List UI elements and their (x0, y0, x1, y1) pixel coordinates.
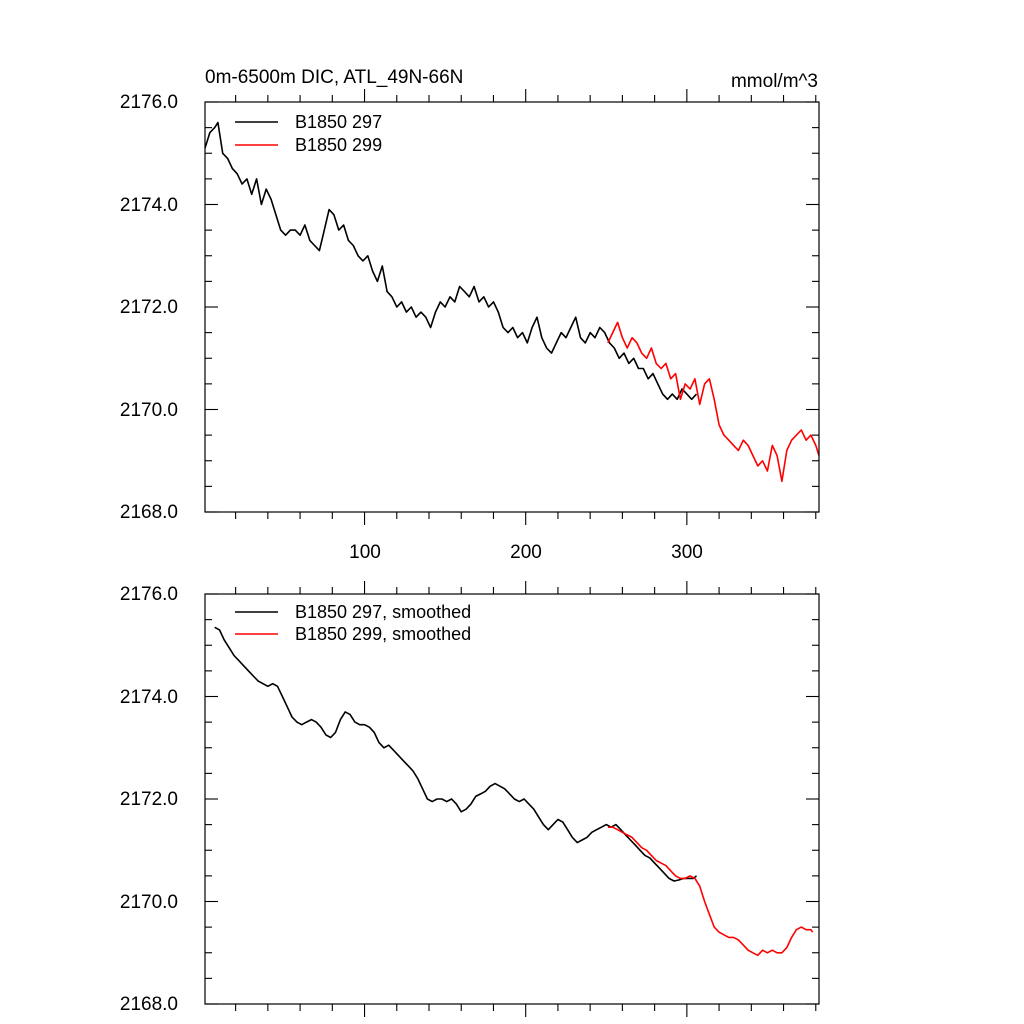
top-x-tick-labels: 100 200 300 (349, 542, 703, 563)
legend-label-299: B1850 299 (295, 135, 382, 155)
series-line-299 (607, 321, 820, 483)
y-tick-label: 2172.0 (120, 789, 178, 810)
y-tick-label: 2172.0 (120, 297, 178, 318)
y-tick-label: 2168.0 (120, 502, 178, 523)
bottom-panel: 2176.0 2174.0 2172.0 2170.0 2168.0 B1850… (120, 581, 820, 1017)
bottom-tick-marks (205, 581, 819, 1017)
legend-label-297: B1850 297 (295, 112, 382, 132)
y-tick-label: 2168.0 (120, 994, 178, 1015)
series-line-299 (607, 826, 814, 957)
top-panel: 0m-6500m DIC, ATL_49N-66N mmol/m^3 2176.… (120, 67, 820, 563)
top-y-tick-labels: 2176.0 2174.0 2172.0 2170.0 2168.0 (120, 92, 178, 523)
legend-label-297-smoothed: B1850 297, smoothed (295, 602, 471, 622)
series-line-297 (214, 626, 697, 882)
y-tick-label: 2170.0 (120, 892, 178, 913)
chart-title: 0m-6500m DIC, ATL_49N-66N (205, 67, 463, 88)
legend-label-299-smoothed: B1850 299, smoothed (295, 624, 471, 644)
y-tick-label: 2174.0 (120, 687, 178, 708)
y-tick-label: 2170.0 (120, 400, 178, 421)
top-tick-marks (205, 89, 819, 525)
y-tick-label: 2174.0 (120, 195, 178, 216)
y-tick-label: 2176.0 (120, 92, 178, 113)
x-tick-label: 100 (349, 542, 381, 563)
top-plot-frame (204, 101, 820, 513)
bottom-y-tick-labels: 2176.0 2174.0 2172.0 2170.0 2168.0 (120, 584, 178, 1015)
x-tick-label: 300 (671, 542, 703, 563)
bottom-plot-frame (204, 593, 820, 1005)
bottom-series-lines (214, 626, 814, 957)
y-tick-label: 2176.0 (120, 584, 178, 605)
top-legend: B1850 297 B1850 299 (235, 112, 382, 155)
bottom-legend: B1850 297, smoothed B1850 299, smoothed (235, 602, 471, 644)
top-series-lines (204, 121, 820, 483)
units-label: mmol/m^3 (731, 71, 818, 92)
x-tick-label: 200 (510, 542, 542, 563)
series-line-297 (204, 121, 698, 401)
